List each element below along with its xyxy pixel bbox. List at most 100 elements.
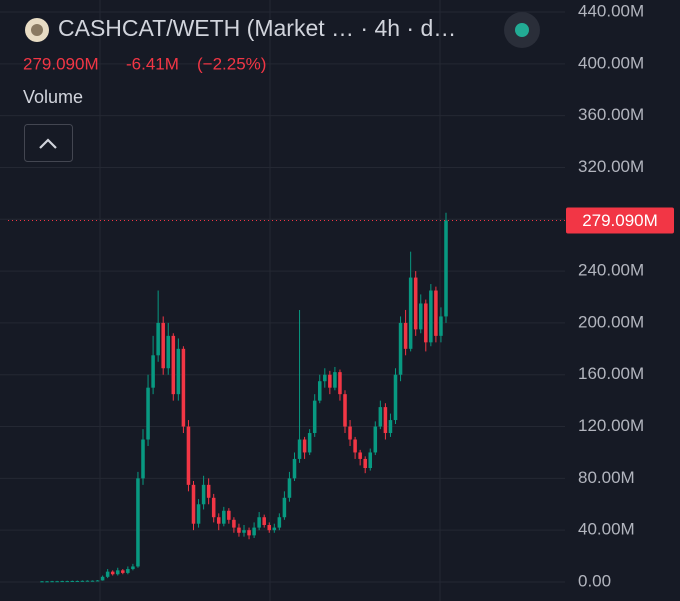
candle-body — [186, 426, 191, 485]
y-tick-label: 80.00M — [578, 468, 635, 487]
candle-body — [161, 322, 165, 369]
y-tick-label: 40.00M — [578, 520, 635, 539]
collapse-button[interactable] — [24, 124, 73, 162]
candle-body — [398, 322, 403, 375]
candle-body — [85, 580, 90, 582]
candle-body — [115, 570, 120, 575]
candle-body — [40, 581, 44, 583]
candle-body — [171, 335, 176, 395]
candle-body — [141, 439, 145, 479]
candle-body — [131, 566, 135, 570]
candle-body — [403, 322, 408, 349]
candle-body — [272, 527, 277, 531]
last-price-label: 279.090M — [582, 211, 658, 230]
candle-body — [146, 387, 150, 440]
price-change: -6.41M — [126, 54, 179, 73]
candle-body — [50, 581, 54, 583]
candle-body — [262, 517, 266, 525]
candle-body — [227, 510, 231, 520]
candle-body — [267, 525, 272, 531]
candle-body — [252, 527, 256, 536]
candle-body — [292, 458, 297, 479]
y-tick-label: 0.00 — [578, 571, 611, 590]
candle-body — [393, 374, 398, 421]
last-price-box — [566, 207, 674, 234]
candle-body — [358, 452, 362, 459]
candle-body — [277, 517, 282, 528]
candle-body — [242, 530, 246, 533]
y-tick-label: 320.00M — [578, 157, 644, 176]
candle-body — [65, 581, 70, 583]
candle-body — [408, 277, 413, 349]
candle-body — [348, 426, 352, 440]
candle-body — [191, 484, 196, 524]
candle-body — [328, 374, 332, 388]
candle-body — [388, 420, 393, 434]
candle-body — [413, 277, 418, 330]
candle-body — [247, 530, 251, 536]
price-change-pct: (−2.25%) — [197, 54, 266, 73]
overlay: 279.090M — [8, 207, 674, 234]
candle-body — [287, 478, 292, 498]
candle-body — [156, 322, 160, 356]
candle-body — [95, 580, 100, 582]
candle-body — [105, 571, 110, 577]
candle-body — [232, 519, 236, 528]
candle-body — [90, 580, 95, 582]
candle-body — [55, 581, 59, 583]
candle-body — [206, 484, 211, 498]
candle-body — [317, 381, 322, 401]
candle-body — [70, 580, 75, 582]
candle-body — [201, 484, 206, 505]
candle-body — [126, 569, 130, 573]
candle-body — [368, 452, 373, 468]
candle-body — [312, 400, 317, 434]
last-price: 279.090M — [23, 54, 99, 73]
candle-body — [80, 580, 85, 582]
candle-body — [121, 570, 125, 573]
y-tick-label: 240.00M — [578, 261, 644, 280]
candle-body — [176, 348, 181, 395]
candle-body — [211, 497, 216, 518]
y-tick-label: 120.00M — [578, 416, 644, 435]
candle-body — [237, 527, 241, 533]
candle-body — [282, 497, 287, 518]
candle-body — [222, 510, 226, 524]
candle-body — [60, 581, 64, 583]
candle-body — [383, 407, 388, 434]
candle-body — [45, 581, 49, 583]
candle-body — [75, 580, 80, 582]
candle-body — [373, 426, 378, 453]
candle-body — [257, 517, 261, 528]
candle-body — [323, 374, 327, 382]
candle-body — [363, 458, 367, 468]
candle-body — [302, 439, 307, 453]
y-tick-label: 160.00M — [578, 364, 644, 383]
y-tick-label: 400.00M — [578, 53, 644, 72]
candle-body — [338, 372, 342, 395]
y-tick-label: 200.00M — [578, 312, 644, 331]
symbol-icon-detail — [31, 24, 43, 36]
candle-body — [333, 372, 337, 388]
status-dot — [515, 23, 529, 37]
candle-body — [343, 394, 347, 427]
candle-body — [434, 290, 438, 336]
chevron-up-icon — [39, 138, 57, 149]
candle-body — [110, 571, 115, 575]
candle-body — [166, 335, 171, 369]
candle-body — [444, 220, 448, 317]
candle-body — [297, 439, 302, 459]
candle-body — [424, 303, 428, 343]
candle-body — [378, 407, 383, 427]
candle-body — [418, 303, 423, 330]
candle-body — [307, 433, 312, 453]
y-tick-label: 360.00M — [578, 105, 644, 124]
grid — [0, 11, 565, 583]
candle-body — [216, 517, 221, 524]
candle-body — [151, 355, 155, 388]
candle-body — [100, 576, 105, 581]
symbol-title[interactable]: CASHCAT/WETH (Market … · 4h · d… — [58, 15, 456, 41]
candle-body — [136, 478, 140, 567]
